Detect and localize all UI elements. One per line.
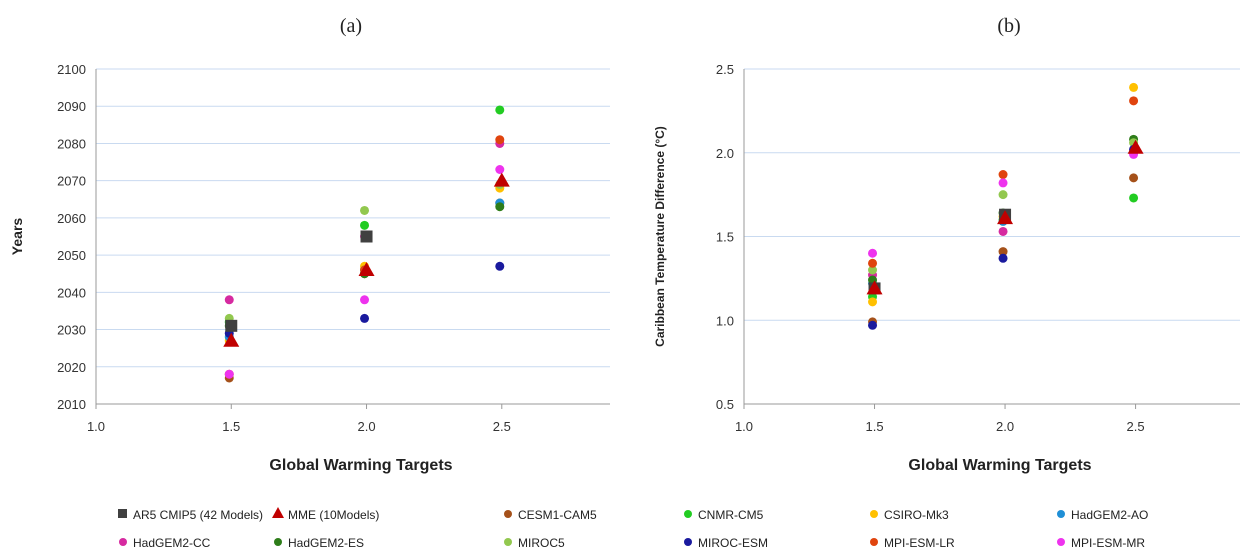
x-axis-title: Global Warming Targets: [908, 457, 1091, 474]
legend-marker: [272, 507, 284, 518]
y-tick-label: 2.5: [716, 62, 734, 77]
legend: AR5 CMIP5 (42 Models) MME (10Models) CESM1…: [118, 507, 1148, 550]
x-tick-label: 1.5: [865, 419, 883, 434]
data-point: [1129, 173, 1139, 183]
data-point: [495, 105, 505, 115]
data-point: [493, 172, 510, 187]
y-tick-label: 2.0: [716, 146, 734, 161]
x-axis-title: Global Warming Targets: [269, 457, 452, 474]
data-point: [998, 226, 1008, 236]
y-tick-label: 2090: [57, 99, 86, 114]
data-point: [998, 170, 1008, 180]
legend-label: CSIRO-Mk3: [884, 508, 949, 522]
x-tick-label: 1.0: [87, 419, 105, 434]
legend-marker: [1057, 538, 1065, 546]
legend-marker: [684, 538, 692, 546]
y-tick-label: 0.5: [716, 397, 734, 412]
data-point: [1129, 193, 1139, 203]
data-point: [225, 319, 238, 332]
legend-label: MPI-ESM-MR: [1071, 536, 1145, 550]
data-point: [868, 297, 878, 307]
data-point: [495, 202, 505, 212]
y-tick-label: 2040: [57, 285, 86, 300]
legend-marker: [504, 510, 512, 518]
legend-label: HadGEM2-CC: [133, 536, 211, 550]
legend-label: AR5 CMIP5 (42 Models): [133, 508, 263, 522]
data-point: [360, 313, 370, 323]
x-tick-label: 2.5: [1127, 419, 1145, 434]
legend-marker: [870, 510, 878, 518]
x-tick-label: 2.5: [493, 419, 511, 434]
y-tick-label: 2080: [57, 136, 86, 151]
y-tick-label: 2010: [57, 397, 86, 412]
legend-label: HadGEM2-AO: [1071, 508, 1148, 522]
y-tick-label: 2100: [57, 62, 86, 77]
x-tick-label: 1.0: [735, 419, 753, 434]
legend-marker: [504, 538, 512, 546]
data-point: [360, 230, 373, 243]
legend-label: MIROC-ESM: [698, 536, 768, 550]
legend-label: MME (10Models): [288, 508, 379, 522]
data-point: [360, 205, 370, 215]
legend-label: CNMR-CM5: [698, 508, 764, 522]
data-point: [868, 320, 878, 330]
legend-marker: [119, 538, 127, 546]
panel-a: (a) 2010 2020 2030 2040 2050 2060 2070 2080 2090 2…: [9, 15, 610, 474]
x-tick-label: 2.0: [357, 419, 375, 434]
data-point: [495, 261, 505, 271]
data-point: [998, 190, 1008, 200]
legend-marker: [274, 538, 282, 546]
legend-label: MIROC5: [518, 536, 565, 550]
data-point: [358, 262, 375, 276]
legend-marker: [870, 538, 878, 546]
data-point: [998, 253, 1008, 263]
x-tick-label: 1.5: [222, 419, 240, 434]
data-point: [360, 295, 370, 305]
data-point: [224, 295, 234, 305]
legend-marker: [684, 510, 692, 518]
data-point: [866, 280, 883, 295]
data-point: [1127, 139, 1144, 154]
y-axis-title: Years: [9, 218, 25, 256]
y-tick-label: 2070: [57, 174, 86, 189]
y-tick-label: 1.5: [716, 230, 734, 245]
legend-marker: [1057, 510, 1065, 518]
legend-label: CESM1-CAM5: [518, 508, 597, 522]
legend-label: HadGEM2-ES: [288, 536, 364, 550]
data-point: [360, 220, 370, 230]
panel-label: (b): [997, 15, 1020, 37]
y-tick-label: 2060: [57, 211, 86, 226]
data-point: [1129, 96, 1139, 106]
y-tick-label: 2050: [57, 248, 86, 263]
data-point: [1129, 82, 1139, 92]
data-point: [224, 369, 234, 379]
panel-label: (a): [340, 15, 362, 37]
legend-label: MPI-ESM-LR: [884, 536, 955, 550]
y-axis-title: Caribbean Temperature Difference (°C): [653, 126, 667, 347]
data-point: [495, 135, 505, 145]
data-point: [868, 248, 878, 258]
data-point: [868, 265, 878, 275]
y-tick-label: 1.0: [716, 313, 734, 328]
y-tick-label: 2020: [57, 360, 86, 375]
x-tick-label: 2.0: [996, 419, 1014, 434]
data-point: [868, 258, 878, 268]
data-point: [997, 210, 1014, 225]
data-point: [223, 332, 240, 347]
data-point: [998, 247, 1008, 257]
data-point: [495, 165, 505, 174]
legend-marker: [118, 509, 127, 518]
y-tick-label: 2030: [57, 323, 86, 338]
data-point: [998, 178, 1008, 188]
